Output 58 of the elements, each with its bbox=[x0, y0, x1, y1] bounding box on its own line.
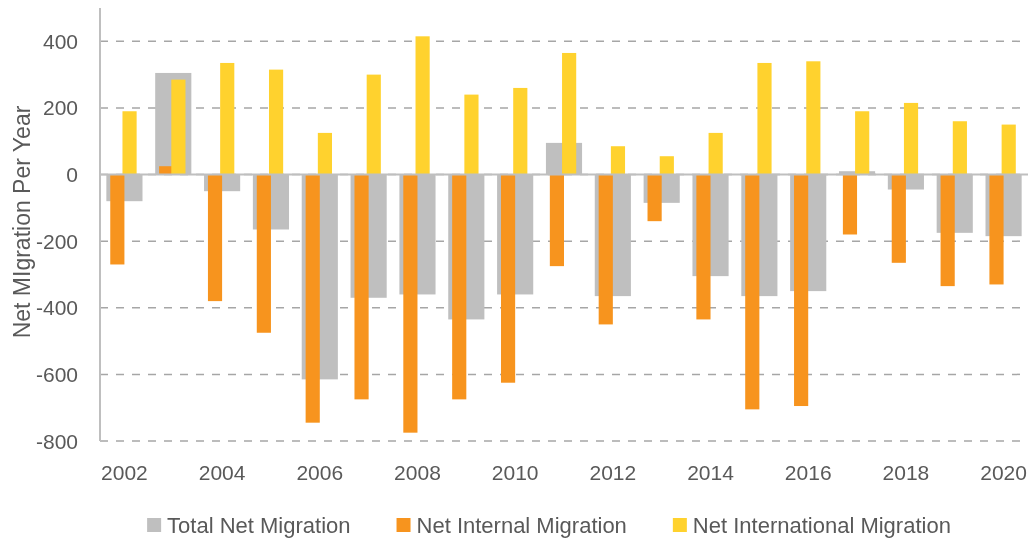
bar bbox=[305, 174, 320, 423]
bar bbox=[940, 174, 955, 287]
bar bbox=[757, 62, 772, 175]
legend-label: Total Net Migration bbox=[167, 512, 351, 538]
bar bbox=[647, 174, 662, 222]
bar bbox=[452, 174, 467, 400]
bar bbox=[110, 174, 125, 265]
bar bbox=[708, 132, 723, 175]
x-tick-label: 2008 bbox=[394, 460, 441, 484]
y-tick-label: 400 bbox=[42, 29, 78, 53]
bar bbox=[171, 79, 186, 175]
x-tick-label: 2012 bbox=[589, 460, 637, 484]
bar bbox=[903, 102, 919, 175]
x-tick-label: 2016 bbox=[784, 460, 832, 484]
bar bbox=[745, 174, 760, 410]
y-axis-title: Net MIgration Per Year bbox=[9, 105, 35, 339]
bar bbox=[659, 156, 674, 175]
bar bbox=[891, 174, 906, 263]
bar bbox=[855, 111, 870, 175]
legend-label: Net International Migration bbox=[692, 512, 951, 538]
x-tick-label: 2014 bbox=[687, 460, 735, 484]
bar bbox=[952, 121, 967, 175]
bar bbox=[415, 36, 430, 175]
x-tick-label: 2010 bbox=[491, 460, 539, 484]
bar bbox=[610, 146, 626, 175]
y-tick-label: -600 bbox=[35, 362, 78, 386]
bar bbox=[256, 174, 271, 333]
bar bbox=[513, 87, 528, 175]
x-tick-label: 2002 bbox=[101, 460, 148, 484]
bar bbox=[549, 174, 564, 267]
bar bbox=[317, 132, 332, 175]
x-tick-label: 2020 bbox=[980, 460, 1027, 484]
bar bbox=[220, 62, 235, 175]
bar bbox=[354, 174, 369, 400]
bar bbox=[403, 174, 418, 433]
x-tick-label: 2006 bbox=[296, 460, 344, 484]
legend-label: Net Internal Migration bbox=[416, 512, 627, 538]
y-tick-label: -800 bbox=[35, 429, 78, 453]
y-tick-label: 0 bbox=[66, 163, 78, 187]
bar bbox=[806, 61, 821, 175]
bar bbox=[1001, 124, 1016, 175]
y-tick-label: -400 bbox=[35, 296, 78, 320]
bar bbox=[207, 174, 223, 302]
x-tick-label: 2004 bbox=[198, 460, 246, 484]
bar bbox=[122, 111, 137, 175]
bar bbox=[464, 94, 479, 175]
bar bbox=[268, 69, 284, 175]
bar bbox=[598, 174, 613, 325]
y-tick-label: -200 bbox=[35, 229, 78, 253]
bar bbox=[562, 52, 577, 175]
bar bbox=[696, 174, 711, 320]
bar bbox=[366, 74, 381, 175]
bar bbox=[989, 174, 1004, 285]
bar bbox=[794, 174, 809, 407]
y-tick-label: 200 bbox=[42, 96, 78, 120]
bar bbox=[500, 174, 516, 383]
bar bbox=[842, 174, 858, 235]
x-tick-label: 2018 bbox=[882, 460, 930, 484]
